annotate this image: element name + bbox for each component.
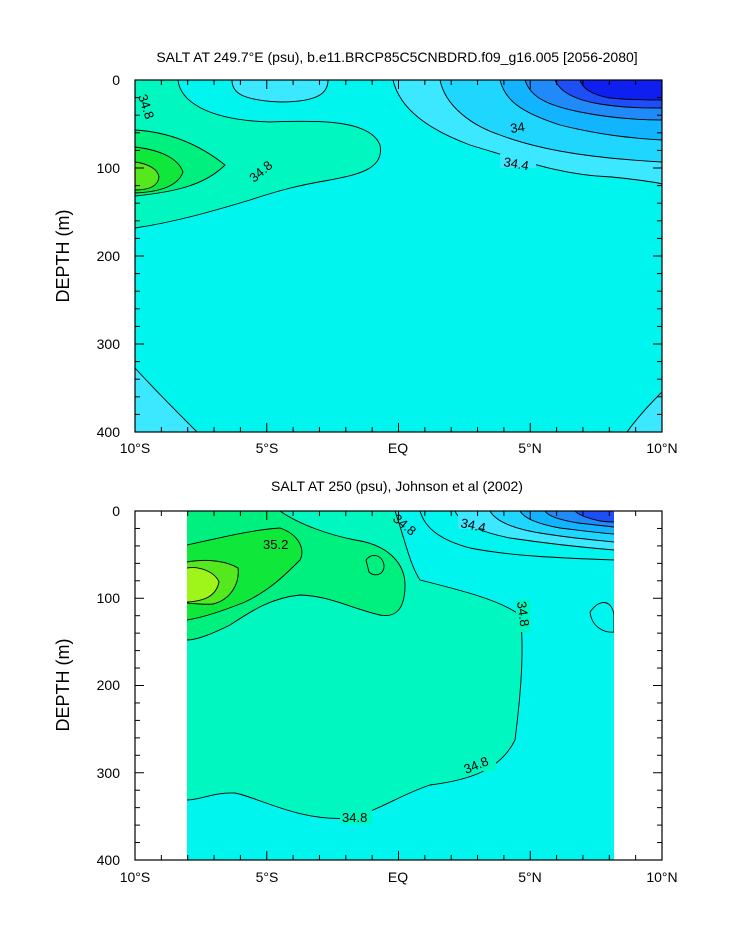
x-tick-label: 10°N (646, 440, 677, 456)
panel-1-y-tick-labels: 0 100 200 300 400 (97, 72, 121, 440)
contour-line (187, 527, 303, 621)
panel-2-x-tick-labels: 10°S 5°S EQ 5°N 10°N (120, 869, 678, 885)
fill-34-6-north (590, 602, 614, 633)
contour-line (187, 511, 406, 641)
panel-2-ylabel: DEPTH (m) (53, 639, 73, 732)
fill-34-8 (135, 80, 381, 228)
y-tick-label: 400 (97, 852, 121, 868)
fill-bottom-right-34-4 (627, 392, 662, 432)
fill-35-6 (187, 567, 219, 602)
panel-2: SALT AT 250 (psu), Johnson et al (2002) (53, 478, 678, 885)
contour-line (135, 146, 184, 194)
contour-label: 34 (509, 119, 525, 136)
contour-line (574, 511, 614, 523)
x-tick-label: 5°N (518, 869, 542, 885)
panel-1-title: SALT AT 249.7°E (psu), b.e11.BRCP85C5CNB… (156, 49, 637, 65)
contour-line (524, 80, 662, 121)
contour-line (231, 80, 329, 103)
contour-label: 34.8 (135, 92, 157, 121)
x-tick-label: 10°S (120, 869, 151, 885)
contour-line (544, 511, 614, 528)
x-tick-label: 5°N (518, 440, 542, 456)
y-tick-label: 200 (97, 677, 121, 693)
contour-label: 34.8 (342, 810, 367, 825)
x-tick-label: 5°S (256, 440, 279, 456)
contour-line (499, 80, 662, 141)
contour-line (187, 567, 220, 603)
panel-2-contour-labels: 35.2 34.4 34.8 34.8 34.8 34.8 (260, 511, 532, 825)
contour-line (589, 602, 614, 633)
contour-line (489, 511, 614, 543)
x-tick-label: EQ (388, 869, 408, 885)
y-tick-label: 100 (97, 590, 121, 606)
contour-line (135, 161, 160, 191)
y-tick-label: 300 (97, 765, 121, 781)
contour-line (626, 391, 662, 432)
panel-1-x-tick-labels: 10°S 5°S EQ 5°N 10°N (120, 440, 678, 456)
panel-1-ylabel: DEPTH (m) (53, 210, 73, 303)
x-tick-label: 5°S (256, 869, 279, 885)
y-tick-label: 400 (97, 424, 121, 440)
panel-2-ticks (134, 510, 663, 861)
contour-line (135, 129, 226, 197)
x-tick-label: 10°N (646, 869, 677, 885)
y-tick-label: 0 (112, 72, 120, 88)
contour-label: 34.4 (502, 154, 530, 173)
contour-label: 34.4 (459, 515, 487, 535)
contour-line (365, 554, 385, 576)
x-tick-label: EQ (388, 440, 408, 456)
fill-top-patch-34-4 (232, 80, 328, 102)
contour-line (419, 511, 614, 561)
fill-below-33-6 (580, 80, 662, 100)
panel-2-y-tick-labels: 0 100 200 300 400 (97, 503, 121, 868)
y-tick-label: 200 (97, 248, 121, 264)
contour-line (135, 80, 381, 229)
contour-line (135, 367, 198, 432)
contour-line (554, 80, 662, 109)
panel-1-field (135, 80, 662, 432)
panel-1: SALT AT 249.7°E (psu), b.e11.BRCP85C5CNB… (53, 49, 678, 456)
y-tick-label: 0 (112, 503, 120, 519)
contour-label: 35.2 (263, 537, 288, 552)
fill-35-0-island (366, 555, 385, 575)
fill-35-4 (135, 162, 159, 190)
contour-line (519, 511, 614, 535)
y-tick-label: 100 (97, 160, 121, 176)
panel-2-title: SALT AT 250 (psu), Johnson et al (2002) (271, 478, 523, 494)
fill-33-6 (575, 511, 614, 522)
contour-line (439, 80, 662, 163)
contour-label: 34.8 (514, 600, 532, 627)
fill-bottom-left-34-4 (135, 368, 197, 432)
x-tick-label: 10°S (120, 440, 151, 456)
panel-2-field (187, 511, 614, 860)
contour-line (187, 559, 239, 605)
y-tick-label: 300 (97, 336, 121, 352)
contour-line (579, 80, 662, 101)
panel-1-ticks (134, 79, 663, 433)
